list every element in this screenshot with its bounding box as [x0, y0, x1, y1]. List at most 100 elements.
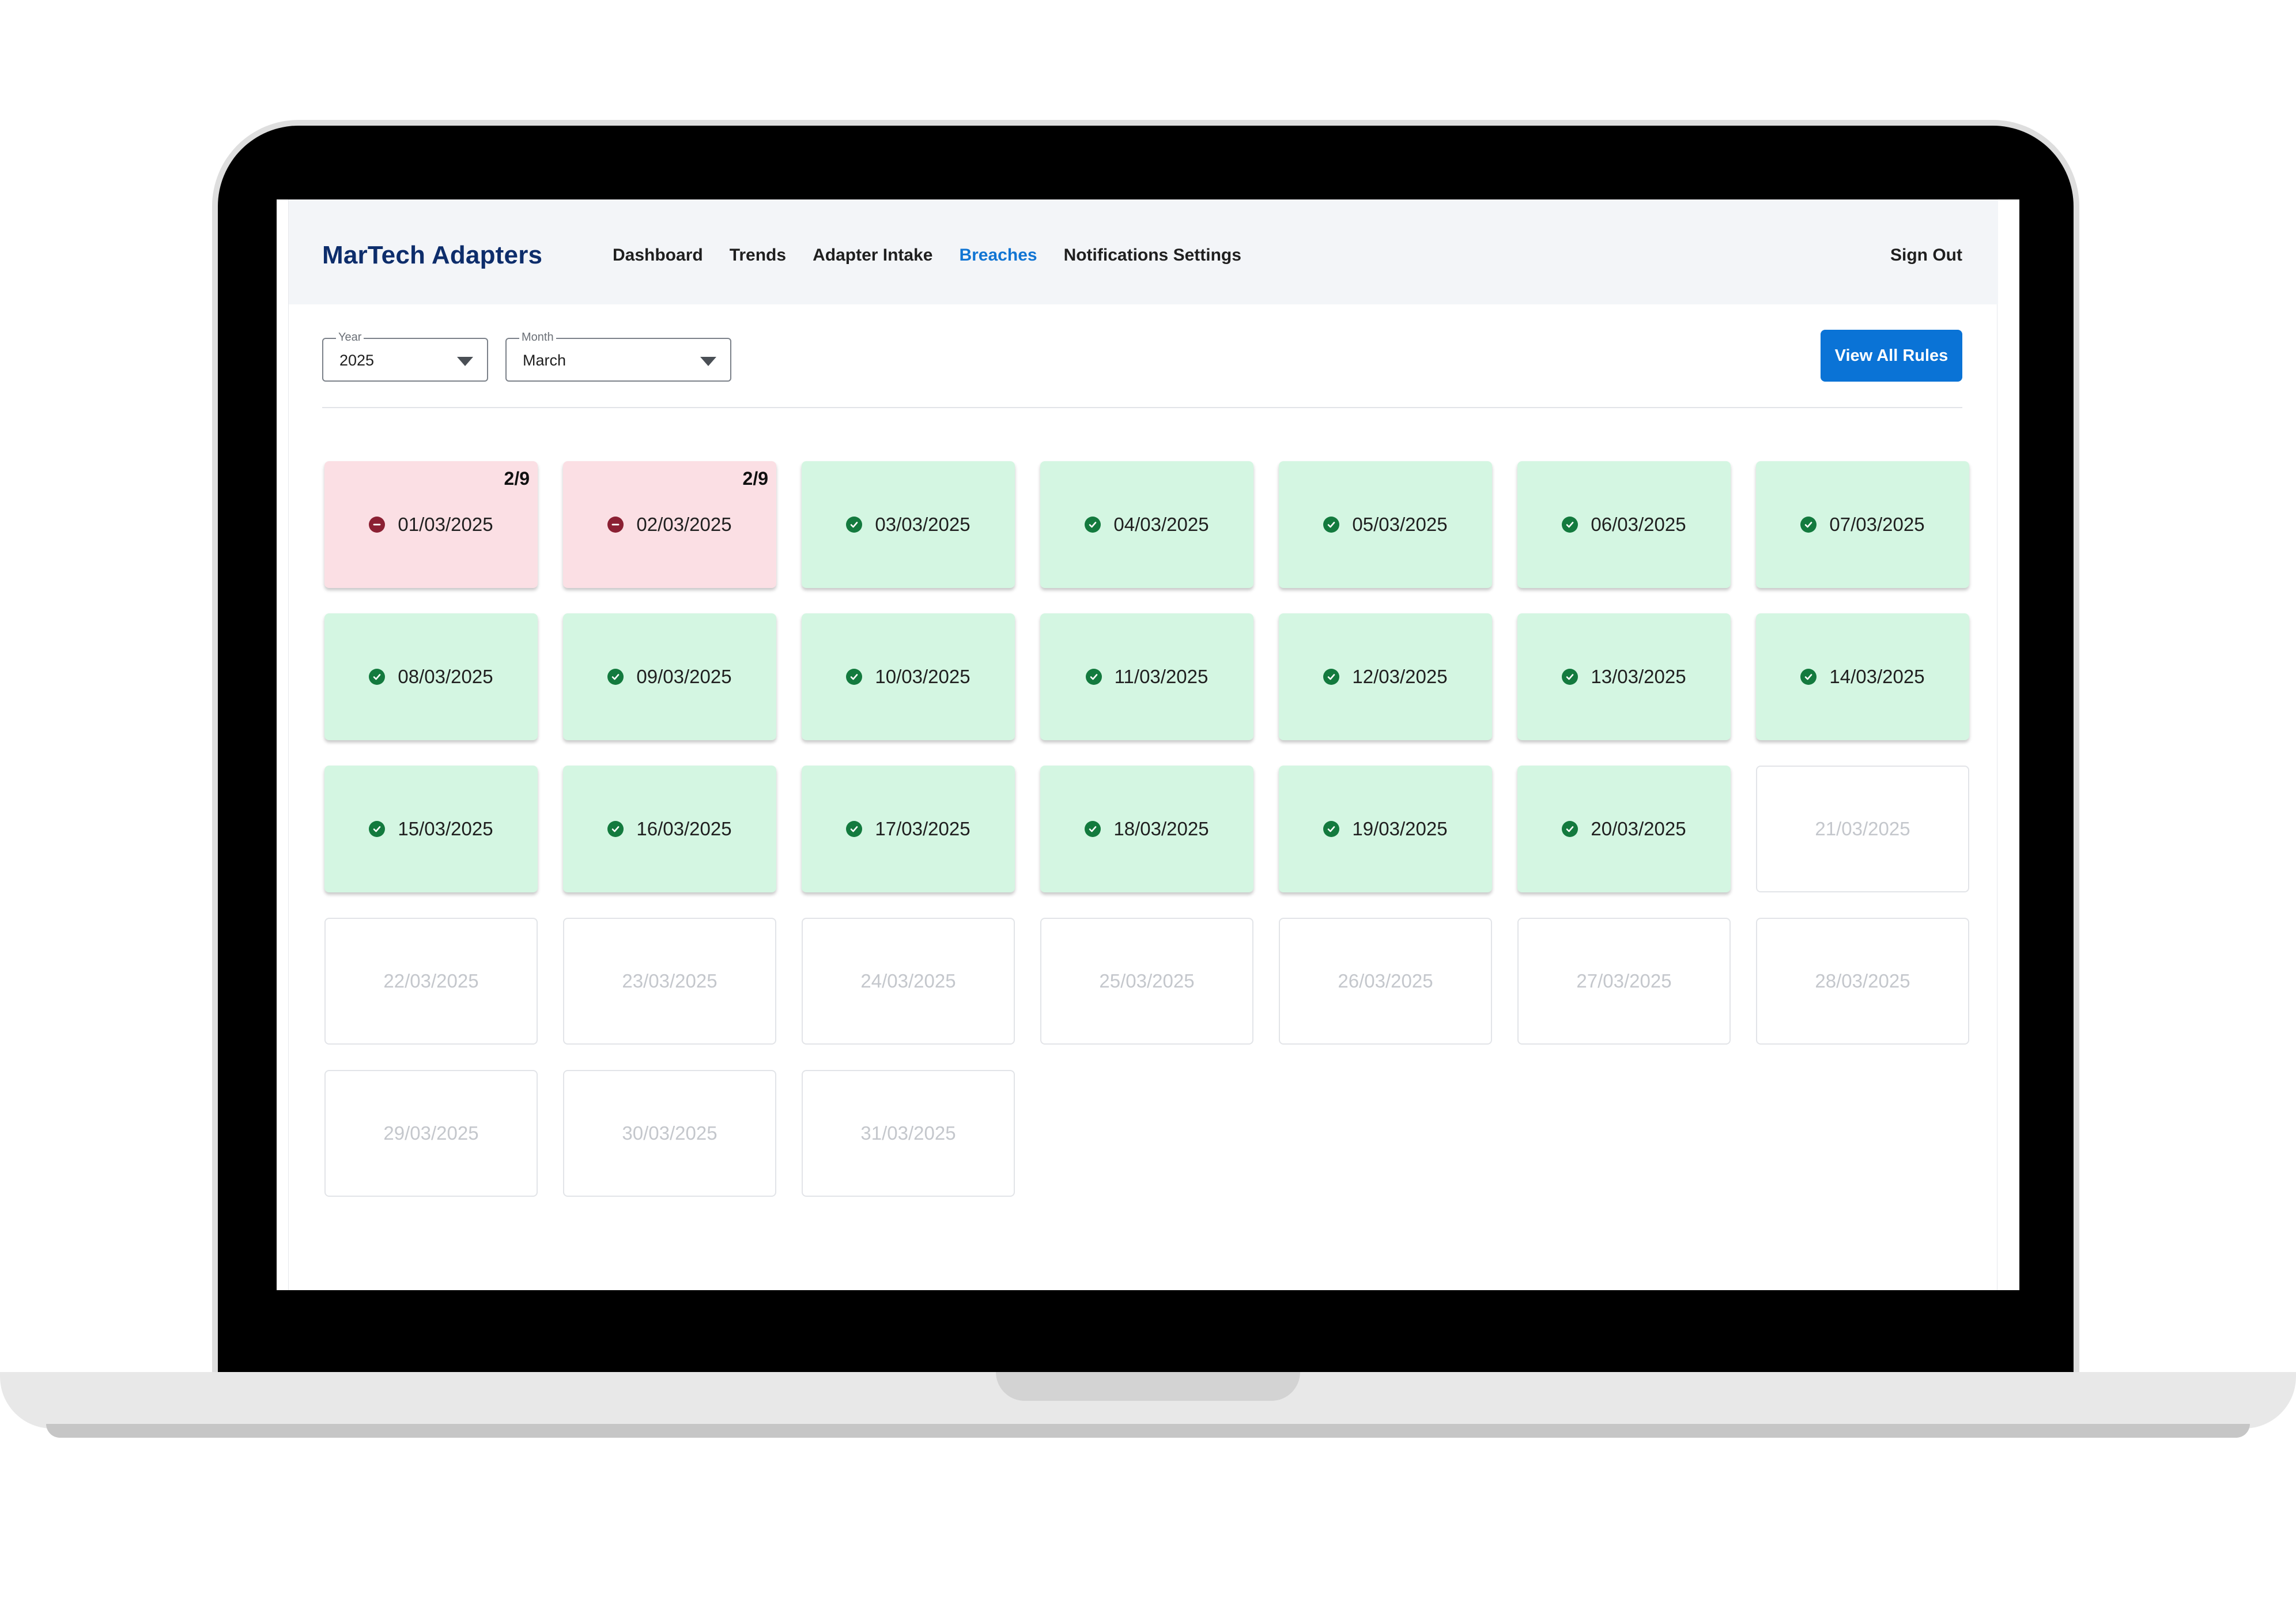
day-date: 23/03/2025 [622, 970, 717, 992]
nav-trends[interactable]: Trends [729, 246, 787, 265]
check-circle-icon [846, 669, 863, 685]
sign-out-link[interactable]: Sign Out [1890, 246, 1962, 265]
day-date: 05/03/2025 [1352, 514, 1448, 535]
day-content: 04/03/2025 [1085, 514, 1209, 536]
day-tile-future: 24/03/2025 [802, 918, 1015, 1045]
check-circle-icon [369, 669, 386, 685]
day-tile-pass[interactable]: 07/03/2025 [1756, 461, 1969, 588]
day-tile-future: 25/03/2025 [1040, 918, 1253, 1045]
day-date: 30/03/2025 [622, 1122, 717, 1144]
day-date: 28/03/2025 [1815, 970, 1910, 992]
day-tile-future: 23/03/2025 [563, 918, 776, 1045]
day-date: 26/03/2025 [1338, 970, 1433, 992]
day-tile-breach[interactable]: 2/9 02/03/2025 [563, 461, 776, 588]
day-date: 24/03/2025 [860, 970, 956, 992]
view-all-rules-button[interactable]: View All Rules [1821, 330, 1962, 382]
day-date: 14/03/2025 [1829, 666, 1925, 687]
brand-title: MarTech Adapters [322, 241, 543, 269]
day-tile-pass[interactable]: 11/03/2025 [1040, 613, 1253, 740]
day-content: 26/03/2025 [1338, 970, 1433, 992]
minus-circle-icon [607, 517, 624, 533]
day-content: 16/03/2025 [607, 818, 732, 840]
check-circle-icon [1085, 669, 1102, 685]
day-content: 06/03/2025 [1562, 514, 1686, 536]
month-select-label: Month [519, 331, 556, 344]
divider [322, 407, 1962, 408]
day-tile-future: 22/03/2025 [324, 918, 538, 1045]
year-select-label: Year [336, 331, 364, 344]
check-circle-icon [1323, 821, 1340, 837]
day-date: 06/03/2025 [1591, 514, 1686, 535]
breach-count: 2/9 [504, 468, 530, 489]
check-circle-icon [1800, 669, 1817, 685]
day-tile-pass[interactable]: 04/03/2025 [1040, 461, 1253, 588]
day-tile-pass[interactable]: 19/03/2025 [1279, 766, 1492, 892]
check-circle-icon [846, 517, 863, 533]
day-content: 31/03/2025 [860, 1122, 956, 1144]
day-content: 24/03/2025 [860, 970, 956, 992]
day-tile-pass[interactable]: 10/03/2025 [802, 613, 1015, 740]
check-circle-icon [1323, 517, 1340, 533]
day-content: 23/03/2025 [622, 970, 717, 992]
day-tile-pass[interactable]: 14/03/2025 [1756, 613, 1969, 740]
breach-count: 2/9 [742, 468, 768, 489]
day-tile-pass[interactable]: 08/03/2025 [324, 613, 538, 740]
day-date: 17/03/2025 [875, 818, 970, 839]
nav-notifications-settings[interactable]: Notifications Settings [1063, 246, 1241, 265]
check-circle-icon [1800, 517, 1817, 533]
day-tile-future: 28/03/2025 [1756, 918, 1969, 1045]
day-content: 14/03/2025 [1800, 666, 1925, 688]
day-tile-pass[interactable]: 16/03/2025 [563, 766, 776, 892]
check-circle-icon [1562, 821, 1578, 837]
day-date: 04/03/2025 [1113, 514, 1209, 535]
month-select[interactable]: Month March [505, 331, 731, 382]
top-header: MarTech Adapters Dashboard Trends Adapte… [289, 199, 1998, 304]
day-content: 07/03/2025 [1800, 514, 1925, 536]
day-date: 18/03/2025 [1113, 818, 1209, 839]
day-content: 20/03/2025 [1562, 818, 1686, 840]
day-date: 31/03/2025 [860, 1122, 956, 1144]
day-content: 27/03/2025 [1576, 970, 1671, 992]
day-tile-pass[interactable]: 13/03/2025 [1517, 613, 1731, 740]
year-select[interactable]: Year 2025 [322, 331, 488, 382]
minus-circle-icon [369, 517, 386, 533]
day-tile-pass[interactable]: 03/03/2025 [802, 461, 1015, 588]
day-content: 08/03/2025 [369, 666, 493, 688]
day-content: 11/03/2025 [1085, 666, 1208, 688]
day-content: 30/03/2025 [622, 1122, 717, 1144]
breach-calendar: 2/9 01/03/2025 2/9 02/03/2025 03/03/2025 04/0… [324, 461, 1969, 1197]
check-circle-icon [1562, 669, 1578, 685]
day-date: 22/03/2025 [383, 970, 479, 992]
check-circle-icon [846, 821, 863, 837]
check-circle-icon [607, 669, 624, 685]
check-circle-icon [369, 821, 386, 837]
nav-breaches[interactable]: Breaches [959, 246, 1037, 265]
laptop-screen: MarTech Adapters Dashboard Trends Adapte… [277, 199, 2019, 1290]
day-date: 03/03/2025 [875, 514, 970, 535]
day-content: 29/03/2025 [383, 1122, 478, 1144]
day-tile-pass[interactable]: 15/03/2025 [324, 766, 538, 892]
day-date: 09/03/2025 [636, 666, 732, 687]
day-tile-pass[interactable]: 09/03/2025 [563, 613, 776, 740]
day-tile-breach[interactable]: 2/9 01/03/2025 [324, 461, 538, 588]
day-tile-pass[interactable]: 12/03/2025 [1279, 613, 1492, 740]
day-date: 01/03/2025 [398, 514, 493, 535]
day-date: 27/03/2025 [1576, 970, 1672, 992]
nav-dashboard[interactable]: Dashboard [613, 246, 703, 265]
day-content: 13/03/2025 [1562, 666, 1686, 688]
day-tile-future: 27/03/2025 [1517, 918, 1731, 1045]
day-date: 10/03/2025 [875, 666, 970, 687]
day-date: 21/03/2025 [1815, 818, 1910, 839]
check-circle-icon [1323, 669, 1340, 685]
day-content: 22/03/2025 [383, 970, 478, 992]
day-tile-pass[interactable]: 18/03/2025 [1040, 766, 1253, 892]
day-content: 21/03/2025 [1815, 818, 1910, 840]
day-tile-future: 30/03/2025 [563, 1070, 776, 1197]
day-tile-pass[interactable]: 20/03/2025 [1517, 766, 1731, 892]
nav-adapter-intake[interactable]: Adapter Intake [813, 246, 933, 265]
day-tile-pass[interactable]: 05/03/2025 [1279, 461, 1492, 588]
day-tile-pass[interactable]: 17/03/2025 [802, 766, 1015, 892]
day-tile-future: 31/03/2025 [802, 1070, 1015, 1197]
day-date: 19/03/2025 [1352, 818, 1448, 839]
day-tile-pass[interactable]: 06/03/2025 [1517, 461, 1731, 588]
